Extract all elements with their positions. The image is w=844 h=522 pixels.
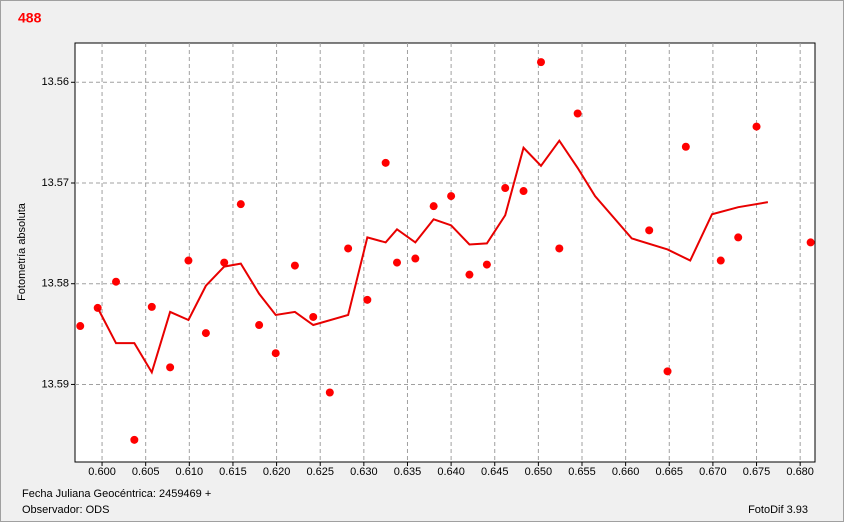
data-point <box>325 388 334 397</box>
trend-line <box>96 138 769 375</box>
version-note: FotoDif 3.93 <box>748 504 808 516</box>
data-point <box>76 322 85 331</box>
data-point <box>220 258 229 267</box>
y-tick-label: 13.58 <box>41 278 69 290</box>
x-tick-label: 0.660 <box>612 466 640 478</box>
data-point <box>411 254 420 263</box>
data-point <box>184 256 193 265</box>
data-point <box>255 321 264 330</box>
x-tick-label: 0.610 <box>176 466 204 478</box>
data-point <box>465 270 474 279</box>
data-point <box>363 295 372 304</box>
x-tick-label: 0.640 <box>437 466 465 478</box>
y-tick-label: 13.56 <box>41 76 69 88</box>
data-point <box>271 349 280 358</box>
x-tick-label: 0.655 <box>568 466 596 478</box>
data-point <box>536 58 545 67</box>
data-point <box>290 261 299 270</box>
data-point <box>429 202 438 211</box>
x-tick-label: 0.600 <box>88 466 116 478</box>
data-point <box>734 233 743 242</box>
data-point <box>236 200 245 209</box>
y-axis-label: Fotometría absoluta <box>16 202 28 301</box>
x-tick-label: 0.665 <box>656 466 684 478</box>
x-tick-label: 0.670 <box>699 466 727 478</box>
x-tick-label: 0.605 <box>132 466 160 478</box>
x-axis-label: Fecha Juliana Geocéntrica: 2459469 + <box>22 488 211 500</box>
x-tick-label: 0.615 <box>219 466 247 478</box>
data-point <box>309 312 318 321</box>
x-tick-label: 0.680 <box>786 466 814 478</box>
data-point <box>555 244 564 253</box>
observer-note: Observador: ODS <box>22 504 109 516</box>
data-point <box>201 329 210 338</box>
data-point <box>344 244 353 253</box>
x-tick-label: 0.625 <box>306 466 334 478</box>
data-point <box>482 260 491 269</box>
data-point <box>166 363 175 372</box>
data-point <box>573 109 582 118</box>
data-point <box>381 158 390 167</box>
x-tick-label: 0.650 <box>525 466 553 478</box>
data-point <box>663 367 672 376</box>
x-tick-label: 0.620 <box>263 466 291 478</box>
data-point <box>519 187 528 196</box>
data-point <box>130 435 139 444</box>
x-tick-label: 0.675 <box>743 466 771 478</box>
data-point <box>112 277 121 286</box>
y-tick-label: 13.59 <box>41 378 69 390</box>
chart-title: 488 <box>18 10 42 26</box>
data-point <box>501 184 510 193</box>
data-point <box>752 122 761 131</box>
data-point <box>806 238 815 247</box>
plot-area <box>74 42 816 463</box>
x-tick-label: 0.635 <box>394 466 422 478</box>
data-point <box>393 258 402 267</box>
data-point <box>447 192 456 201</box>
data-point <box>681 142 690 151</box>
data-point <box>147 302 156 311</box>
y-tick-label: 13.57 <box>41 177 69 189</box>
data-point <box>645 226 654 235</box>
x-tick-label: 0.645 <box>481 466 509 478</box>
data-point <box>716 256 725 265</box>
x-tick-label: 0.630 <box>350 466 378 478</box>
